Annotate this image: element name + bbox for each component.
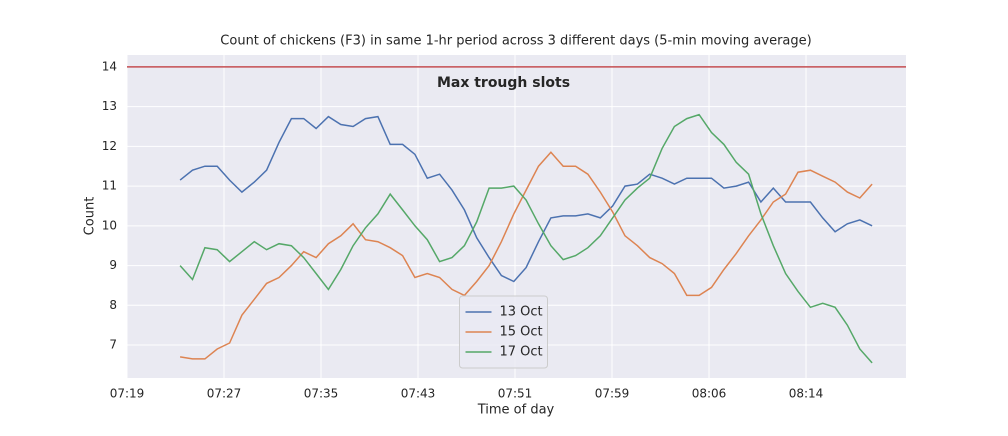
reference-label: Max trough slots	[437, 75, 570, 91]
y-tick-label: 12	[102, 139, 117, 153]
y-axis-label: Count	[83, 197, 98, 236]
y-tick-label: 14	[102, 59, 117, 73]
y-tick-label: 8	[109, 298, 117, 312]
legend: 13 Oct 15 Oct 17 Oct	[459, 295, 548, 369]
legend-label: 13 Oct	[500, 305, 543, 320]
x-tick-label: 07:43	[401, 387, 436, 401]
x-tick-label: 07:51	[498, 387, 533, 401]
x-tick-label: 07:27	[207, 387, 242, 401]
legend-label: 17 Oct	[500, 345, 543, 360]
y-tick-label: 9	[109, 258, 117, 272]
series-line	[179, 113, 873, 364]
legend-frame	[459, 295, 548, 369]
x-axis-label: Time of day	[477, 403, 555, 418]
y-tick-label: 11	[102, 179, 117, 193]
x-tick-label: 08:06	[692, 387, 727, 401]
legend-label: 15 Oct	[500, 325, 543, 340]
y-tick-label: 10	[102, 218, 117, 232]
series-line	[179, 151, 873, 360]
chart-title: Count of chickens (F3) in same 1-hr peri…	[220, 34, 811, 49]
x-tick-label: 07:59	[595, 387, 630, 401]
y-tick-label: 7	[109, 338, 117, 352]
x-tick-label: 07:19	[110, 387, 145, 401]
x-tick-label: 08:14	[789, 387, 824, 401]
series-line	[179, 115, 873, 283]
y-tick-label: 13	[102, 99, 117, 113]
x-tick-label: 07:35	[304, 387, 339, 401]
